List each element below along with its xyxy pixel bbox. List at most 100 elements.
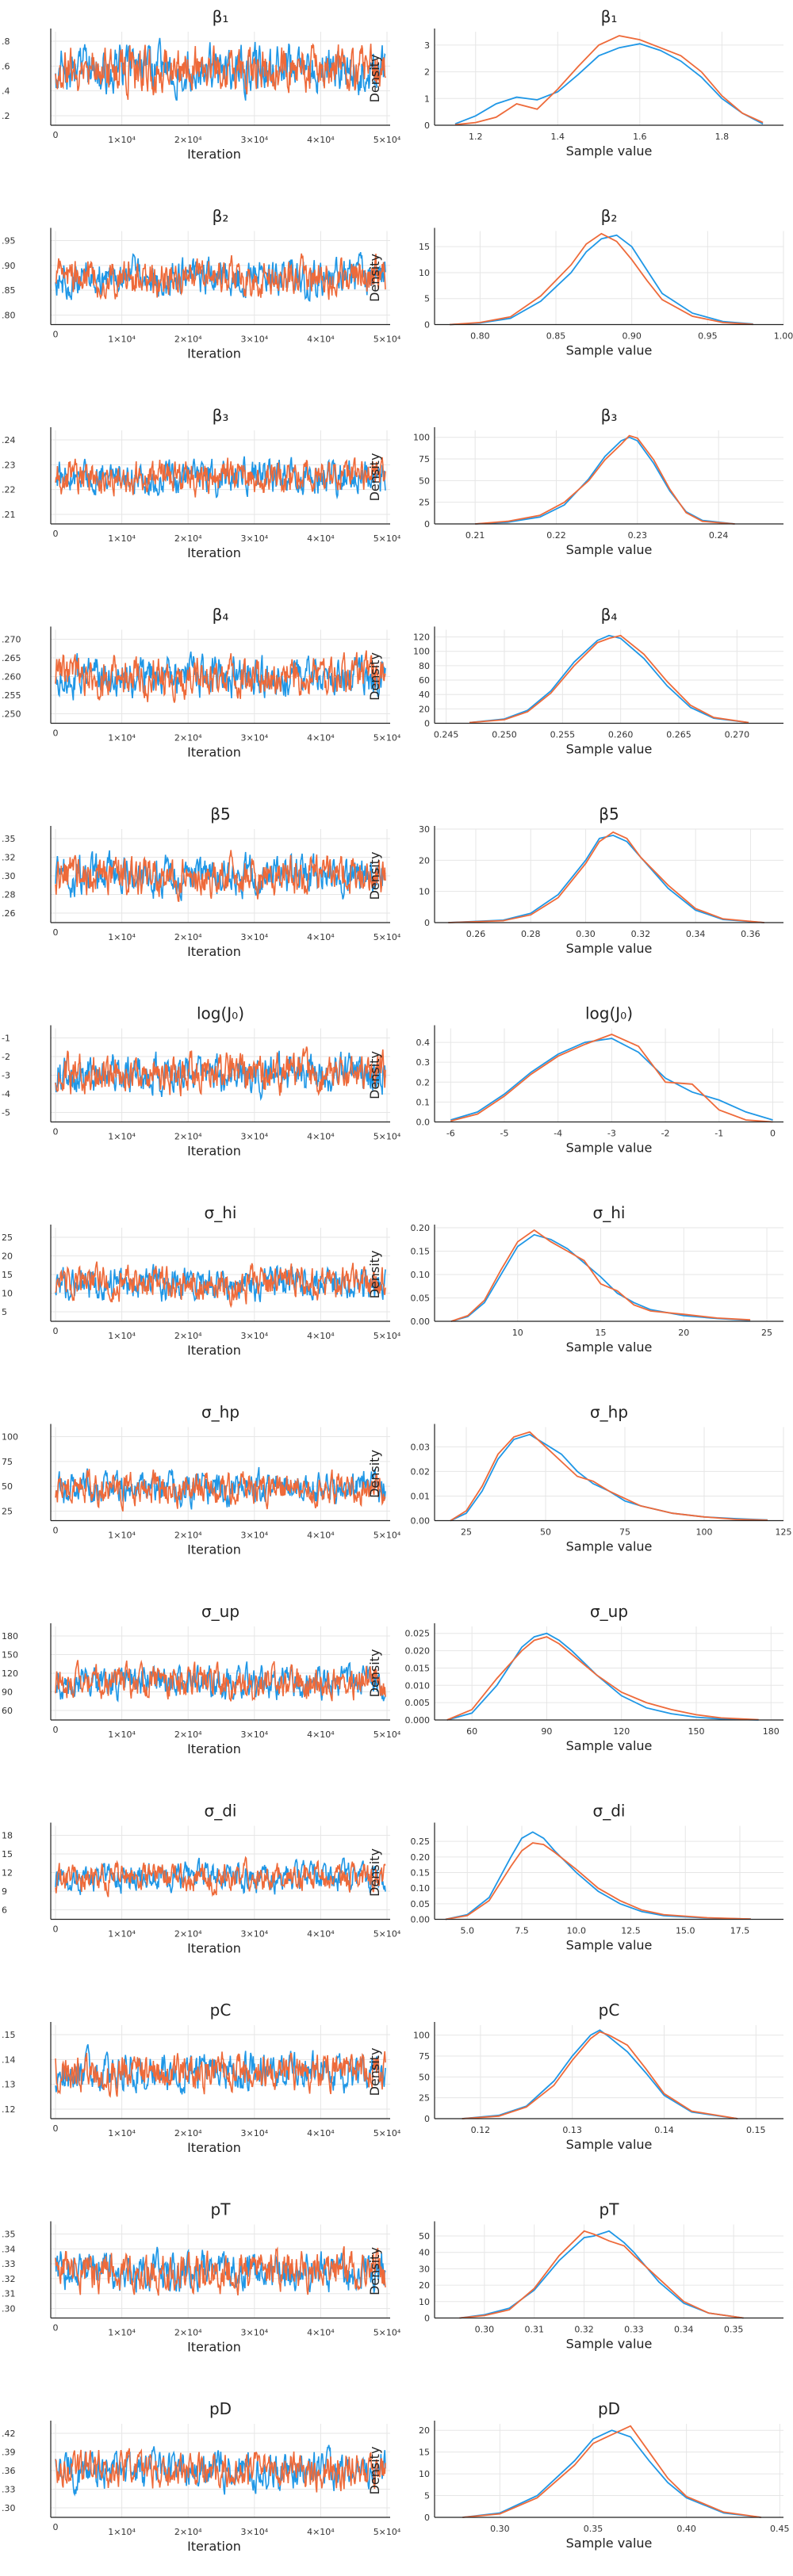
x-tick-label: 1×10⁴: [108, 1729, 136, 1740]
x-tick-label: 1×10⁴: [108, 1929, 136, 1940]
x-tick-label: 0.13: [562, 2125, 582, 2135]
x-tick-label: 0.32: [631, 929, 651, 939]
x-tick-label: 2×10⁴: [174, 135, 202, 145]
trace-series-1: [55, 2448, 386, 2493]
trace-series-1: [55, 43, 386, 100]
density-plot-12: pD 0.30 0.35 0.40 0.45 0 5 10 15 20 Sample value De…: [367, 2399, 790, 2551]
density-series-1: [475, 434, 735, 525]
x-tick-label: 1.4: [551, 132, 565, 142]
y-tick-label: 10: [2, 1289, 13, 1299]
y-tick-label: 100: [413, 433, 430, 443]
y-tick-label: 25: [2, 1233, 13, 1243]
x-tick-label: 5×10⁴: [374, 1132, 401, 1142]
x-axis-label: Sample value: [566, 1738, 653, 1753]
y-tick-label: 20: [419, 2425, 430, 2436]
y-tick-label: 0.2: [416, 1077, 431, 1087]
x-tick-label: 2×10⁴: [174, 1531, 202, 1541]
trace-title: β₁: [213, 7, 229, 26]
x-tick-label: 4×10⁴: [307, 1331, 335, 1341]
y-axis-label: Density: [367, 1251, 382, 1299]
x-tick-label: 5×10⁴: [374, 2527, 401, 2537]
x-tick-label: -4: [554, 1129, 562, 1139]
y-tick-label: .30: [2, 871, 16, 881]
x-tick-label: 1.6: [633, 132, 647, 142]
y-tick-label: 15: [419, 242, 430, 252]
y-tick-label: 18: [2, 1831, 13, 1841]
y-tick-label: 0: [424, 2314, 430, 2324]
density-series-1: [462, 2031, 738, 2119]
y-tick-label: .13: [2, 2080, 16, 2090]
x-tick-label: 1×10⁴: [108, 2128, 136, 2138]
y-tick-label: 0.4: [416, 1038, 431, 1048]
y-tick-label: -1: [2, 1034, 10, 1044]
y-tick-label: 100: [413, 647, 430, 657]
x-axis-label: Iteration: [187, 745, 241, 760]
y-tick-label: 50: [419, 2231, 430, 2242]
x-tick-label: 0.265: [666, 730, 691, 740]
y-axis-label: Density: [367, 1649, 382, 1698]
x-tick-label: 4×10⁴: [307, 1132, 335, 1142]
y-tick-label: 10: [419, 2469, 430, 2479]
density-title: pD: [598, 2399, 620, 2418]
y-tick-label: 10: [419, 887, 430, 897]
x-tick-label: 0: [53, 728, 59, 739]
x-axis-label: Iteration: [187, 545, 241, 560]
y-tick-label: .23: [2, 460, 16, 470]
y-tick-label: 10: [419, 2297, 430, 2307]
y-tick-label: 0.00: [411, 1915, 431, 1925]
density-title: β5: [599, 805, 619, 824]
y-tick-label: 0.0: [416, 1118, 431, 1128]
y-tick-label: 5: [424, 2491, 430, 2501]
y-tick-label: 75: [2, 1457, 13, 1467]
y-tick-label: 50: [419, 2072, 430, 2082]
y-tick-label: 0.020: [405, 1646, 431, 1657]
x-axis-label: Sample value: [566, 542, 653, 557]
y-axis-label: Density: [367, 1848, 382, 1897]
trace-title: σ_up: [201, 1602, 239, 1621]
x-axis-label: Sample value: [566, 1141, 653, 1156]
y-tick-label: .31: [2, 2289, 16, 2299]
x-tick-label: 4×10⁴: [307, 334, 335, 345]
trace-series-0: [55, 1050, 386, 1102]
x-tick-label: 0.250: [492, 730, 517, 740]
x-tick-label: -5: [500, 1129, 509, 1139]
trace-plot-0: β₁ 0 1×10⁴ 2×10⁴ 3×10⁴ 4×10⁴ 5×10⁴ .8 .6 .4 .2 Iter…: [2, 7, 401, 162]
y-tick-label: 20: [2, 1252, 13, 1262]
trace-series-1: [55, 1469, 386, 1512]
trace-series-1: [55, 2051, 386, 2098]
trace-plot-2: β₃ 0 1×10⁴ 2×10⁴ 3×10⁴ 4×10⁴ 5×10⁴ .24 .23 .22 .21…: [2, 406, 401, 560]
x-tick-label: 5×10⁴: [374, 1929, 401, 1940]
y-axis-label: Density: [367, 1450, 382, 1498]
x-tick-label: 1×10⁴: [108, 334, 136, 345]
x-tick-label: 0.23: [628, 530, 648, 541]
trace-plot-9: σ_di 0 1×10⁴ 2×10⁴ 3×10⁴ 4×10⁴ 5×10⁴ 18 15 12 9 6 It…: [2, 1802, 401, 1956]
x-tick-label: 5×10⁴: [374, 1729, 401, 1740]
x-tick-label: 2×10⁴: [174, 2128, 202, 2138]
x-tick-label: 10: [512, 1328, 523, 1338]
x-tick-label: 2×10⁴: [174, 2527, 202, 2537]
x-tick-label: 0.40: [676, 2524, 696, 2534]
y-tick-label: 0.025: [405, 1629, 431, 1639]
trace-title: β₄: [213, 606, 229, 625]
x-tick-label: 0.33: [624, 2325, 644, 2335]
x-tick-label: 100: [696, 1527, 713, 1538]
y-tick-label: .270: [2, 635, 21, 645]
y-tick-label: .260: [2, 672, 21, 682]
x-tick-label: 4×10⁴: [307, 932, 335, 942]
x-tick-label: 5.0: [461, 1926, 475, 1936]
density-series-1: [450, 1034, 773, 1123]
y-tick-label: 0.00: [411, 1317, 431, 1327]
y-tick-label: 0.1: [416, 1097, 431, 1107]
x-tick-label: 0: [53, 927, 59, 938]
x-tick-label: 0.22: [546, 530, 566, 541]
x-axis-label: Iteration: [187, 2140, 241, 2155]
y-axis-label: Density: [367, 852, 382, 900]
trace-title: σ_hp: [201, 1403, 239, 1422]
x-tick-label: 4×10⁴: [307, 2128, 335, 2138]
x-tick-label: 0.95: [698, 331, 718, 342]
x-tick-label: 1×10⁴: [108, 135, 136, 145]
y-tick-label: 1: [424, 94, 430, 104]
x-tick-label: 2×10⁴: [174, 932, 202, 942]
y-tick-label: 40: [419, 690, 430, 700]
